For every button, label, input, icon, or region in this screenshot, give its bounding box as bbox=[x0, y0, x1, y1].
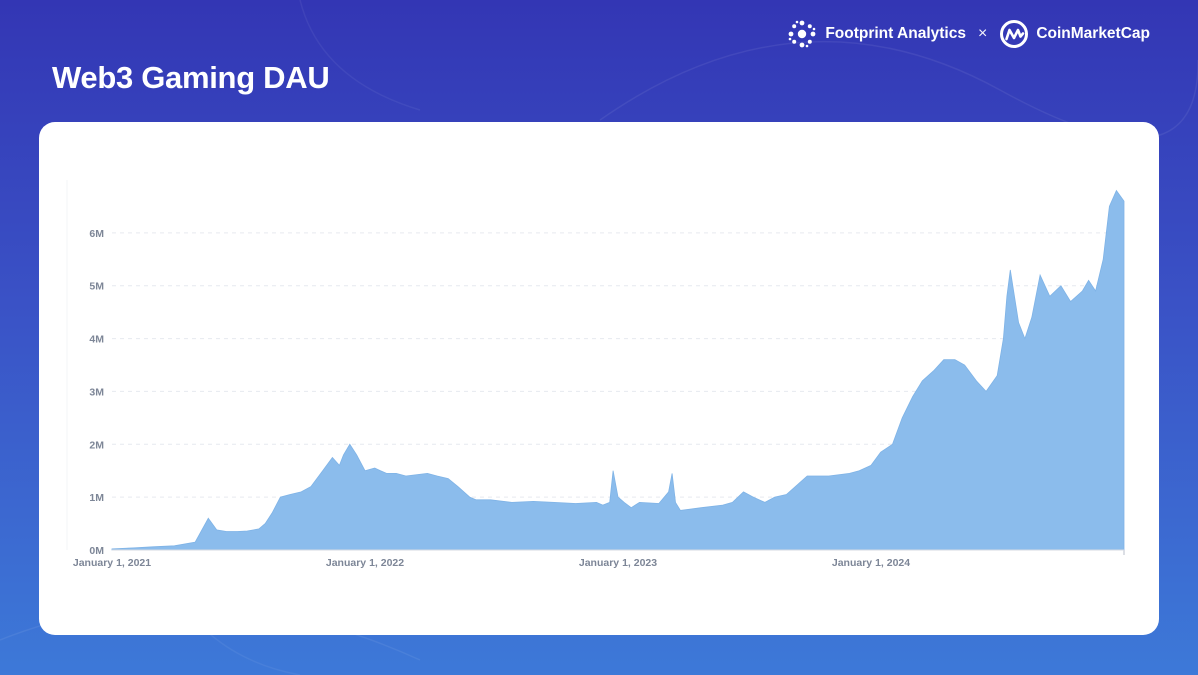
dau-area-chart: 0M 1M 2M 3M 4M 5M 6M January 1, 2021 January 1, … bbox=[66, 180, 1125, 569]
footprint-logo-icon bbox=[788, 20, 816, 48]
area-series bbox=[111, 189, 1125, 551]
brand-separator: × bbox=[977, 25, 988, 42]
y-tick-label: 5M bbox=[89, 281, 104, 293]
brand-logos: Footprint Analytics × CoinMarketCap bbox=[786, 17, 1150, 51]
x-tick-label: January 1, 2023 bbox=[579, 557, 657, 569]
dau-area bbox=[111, 189, 1125, 551]
coinmarketcap-logo-icon bbox=[1000, 20, 1029, 48]
x-tick-label: January 1, 2024 bbox=[832, 557, 910, 569]
y-tick-label: 2M bbox=[89, 439, 104, 451]
chart-card: 0M 1M 2M 3M 4M 5M 6M January 1, 2021 January 1, … bbox=[39, 122, 1159, 635]
x-tick-label: January 1, 2021 bbox=[73, 557, 151, 569]
coinmarketcap-brand: CoinMarketCap bbox=[999, 19, 1150, 49]
x-tick-label: January 1, 2022 bbox=[326, 557, 404, 569]
page-title: Web3 Gaming DAU bbox=[52, 60, 330, 95]
coinmarketcap-brand-name: CoinMarketCap bbox=[1036, 25, 1150, 42]
footprint-brand: Footprint Analytics bbox=[786, 18, 966, 50]
y-tick-label: 4M bbox=[89, 334, 104, 346]
y-tick-label: 6M bbox=[89, 228, 104, 240]
footprint-brand-name: Footprint Analytics bbox=[825, 25, 966, 42]
y-tick-label: 1M bbox=[89, 492, 104, 504]
y-tick-label: 3M bbox=[89, 386, 104, 398]
y-tick-label: 0M bbox=[89, 545, 104, 557]
axes: 0M 1M 2M 3M 4M 5M 6M January 1, 2021 January 1, … bbox=[66, 180, 1125, 569]
